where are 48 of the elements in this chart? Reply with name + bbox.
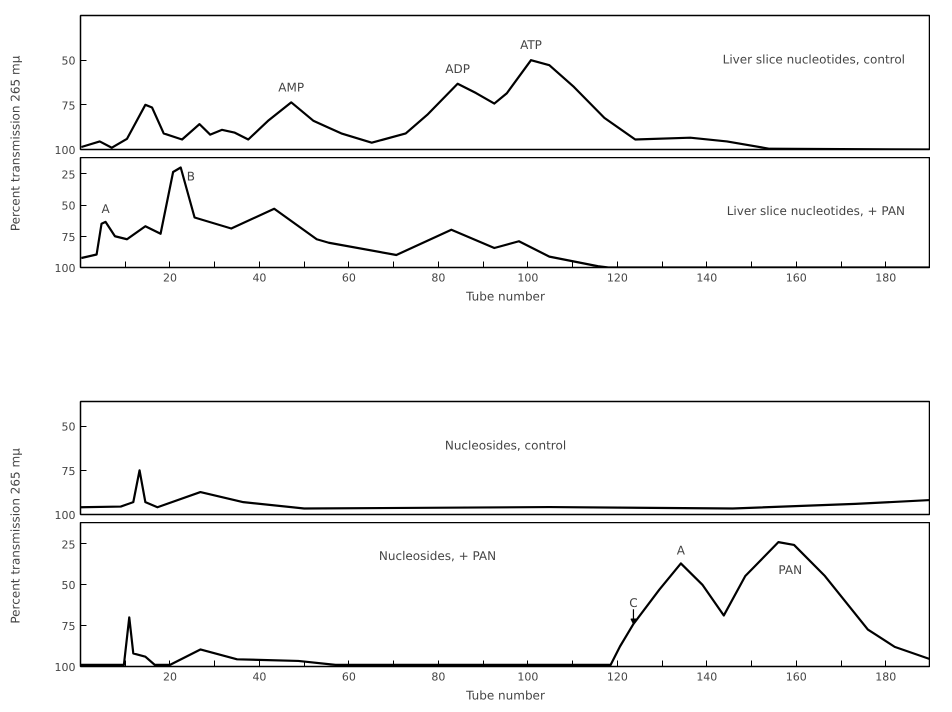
- x-tick-label: 140: [696, 670, 718, 684]
- x-tick-label: 120: [606, 272, 628, 284]
- x-tick-label: 60: [342, 272, 356, 284]
- x-tick-label: 20: [162, 272, 177, 284]
- text: Liver slice nucleotides, control: [722, 52, 906, 66]
- x-tick-label: 80: [431, 272, 446, 284]
- y-axis-title: Percent transmission 265 mμ: [8, 448, 22, 624]
- x-tick-label: 160: [786, 272, 807, 284]
- y-tick-label: 100: [54, 262, 76, 275]
- y-tick-label: 25: [62, 538, 76, 552]
- x-tick-label: 120: [606, 670, 628, 684]
- y-tick-label: 50: [62, 54, 76, 68]
- y-tick-label: 50: [62, 200, 76, 212]
- y-tick-label: 50: [62, 420, 76, 434]
- x-tick-label: 80: [431, 670, 446, 684]
- y-axis-title: Percent transmission 265 mμ: [8, 55, 22, 232]
- annotation: C: [629, 596, 638, 610]
- x-tick-label: 140: [696, 272, 718, 284]
- y-tick-label: 75: [62, 620, 76, 634]
- y-tick-label: 50: [62, 579, 76, 592]
- x-tick-label: 40: [252, 272, 266, 284]
- x-tick-label: 20: [162, 670, 177, 684]
- x-tick-label: 40: [252, 670, 266, 684]
- y-tick-label: 100: [54, 661, 76, 674]
- x-tick-label: 100: [517, 272, 538, 284]
- annotation: A: [101, 202, 110, 216]
- x-tick-label: 100: [517, 670, 538, 684]
- x-tick-label: 180: [875, 670, 896, 684]
- y-tick-label: 25: [62, 168, 76, 182]
- x-axis-title: Tube number: [465, 290, 545, 304]
- y-tick-label: 100: [54, 509, 76, 522]
- text: Liver slice nucleotides, + PAN: [726, 204, 906, 218]
- annotation: PAN: [778, 563, 802, 578]
- annotation: ADP: [445, 62, 470, 76]
- x-axis-title: Tube number: [465, 688, 545, 702]
- y-tick-label: 75: [62, 464, 76, 478]
- x-tick-label: 60: [342, 670, 356, 684]
- annotation: AMP: [278, 80, 304, 94]
- y-tick-label: 75: [62, 230, 76, 244]
- text: Nucleosides, + PAN: [378, 548, 496, 563]
- annotation: A: [676, 543, 686, 558]
- annotation: B: [186, 170, 195, 184]
- annotation: ATP: [520, 38, 542, 52]
- x-tick-label: 180: [875, 272, 896, 284]
- y-tick-label: 75: [62, 99, 76, 112]
- x-tick-label: 160: [786, 670, 807, 684]
- text: Nucleosides, control: [444, 438, 566, 452]
- y-tick-label: 100: [54, 144, 76, 157]
